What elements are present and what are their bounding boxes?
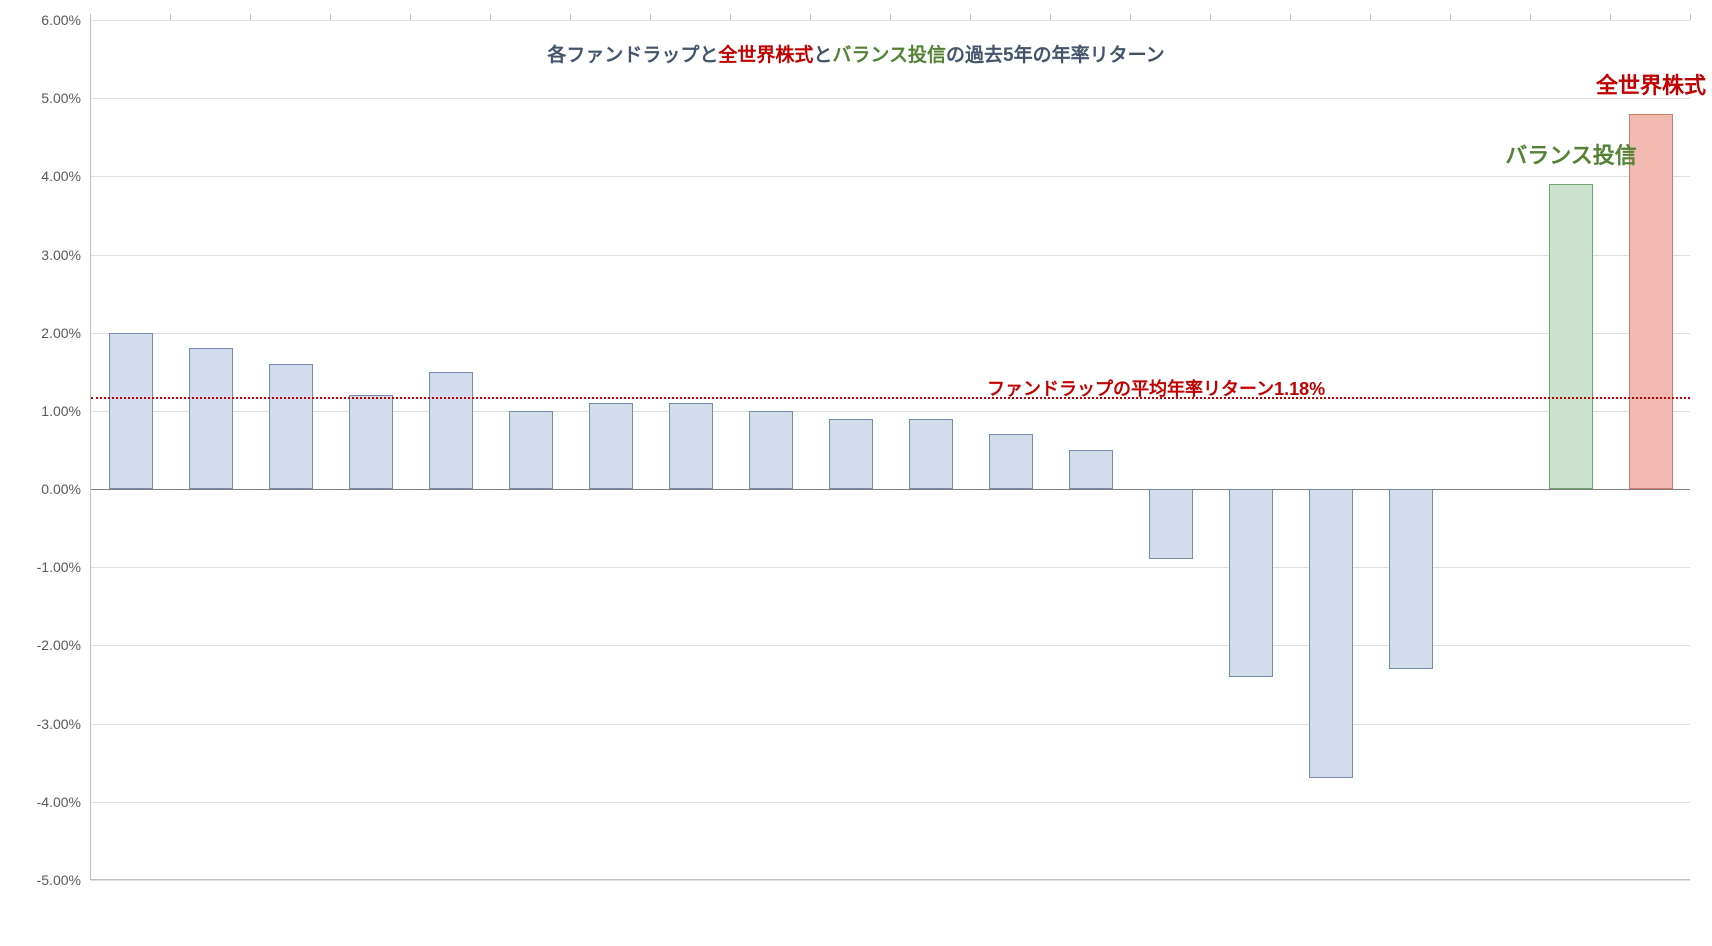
- reference-line-label: ファンドラップの平均年率リターン1.18%: [987, 375, 1325, 401]
- zero-axis: [91, 489, 1690, 490]
- ytick-label: 1.00%: [41, 403, 81, 419]
- bar: [1389, 489, 1433, 669]
- gridline: [91, 880, 1690, 881]
- gridline: [91, 255, 1690, 256]
- bar: [989, 434, 1033, 489]
- bar: [749, 411, 793, 489]
- bar: [509, 411, 553, 489]
- ytick-label: -2.00%: [37, 637, 81, 653]
- title-part: の過去5年の年率リターン: [946, 45, 1165, 66]
- title-part: と: [813, 45, 832, 66]
- bar: [669, 403, 713, 489]
- bar: [1149, 489, 1193, 559]
- plot-area: -5.00%-4.00%-3.00%-2.00%-1.00%0.00%1.00%…: [90, 20, 1690, 880]
- gridline: [91, 567, 1690, 568]
- bar-annotation: バランス投信: [1505, 138, 1637, 170]
- ytick-label: 3.00%: [41, 247, 81, 263]
- bar: [909, 419, 953, 489]
- ytick-label: -5.00%: [37, 872, 81, 888]
- bar: [589, 403, 633, 489]
- gridline: [91, 411, 1690, 412]
- xtick-mark: [1690, 14, 1691, 20]
- bar: [109, 333, 153, 489]
- gridline: [91, 20, 1690, 21]
- title-part: 各ファンドラップ: [547, 45, 699, 66]
- bar: [1309, 489, 1353, 778]
- gridline: [91, 724, 1690, 725]
- bar: [349, 395, 393, 489]
- ytick-label: 6.00%: [41, 12, 81, 28]
- bar: [189, 348, 233, 489]
- gridline: [91, 802, 1690, 803]
- bar: [429, 372, 473, 489]
- gridline: [91, 176, 1690, 177]
- gridline: [91, 333, 1690, 334]
- ytick-label: 0.00%: [41, 481, 81, 497]
- ytick-label: 2.00%: [41, 325, 81, 341]
- bar: [1069, 450, 1113, 489]
- ytick-label: -4.00%: [37, 794, 81, 810]
- title-part: 全世界株式: [718, 45, 813, 66]
- reference-line: [91, 397, 1690, 399]
- gridline: [91, 98, 1690, 99]
- ytick-label: 4.00%: [41, 168, 81, 184]
- ytick-label: 5.00%: [41, 90, 81, 106]
- bar: [1549, 184, 1593, 489]
- bar-annotation: 全世界株式: [1596, 68, 1706, 100]
- bar: [269, 364, 313, 489]
- chart-title: 各ファンドラップと全世界株式とバランス投信の過去5年の年率リターン: [0, 40, 1712, 67]
- ytick-label: -3.00%: [37, 716, 81, 732]
- title-part: と: [699, 45, 718, 66]
- bar: [1229, 489, 1273, 677]
- gridline: [91, 645, 1690, 646]
- bar-chart: -5.00% -4.00% -3.00% -2.00% -1.00% 0.00% 1.00%…: [0, 0, 1712, 946]
- title-part: バランス投信: [832, 45, 946, 66]
- bar: [829, 419, 873, 489]
- ytick-label: -1.00%: [37, 559, 81, 575]
